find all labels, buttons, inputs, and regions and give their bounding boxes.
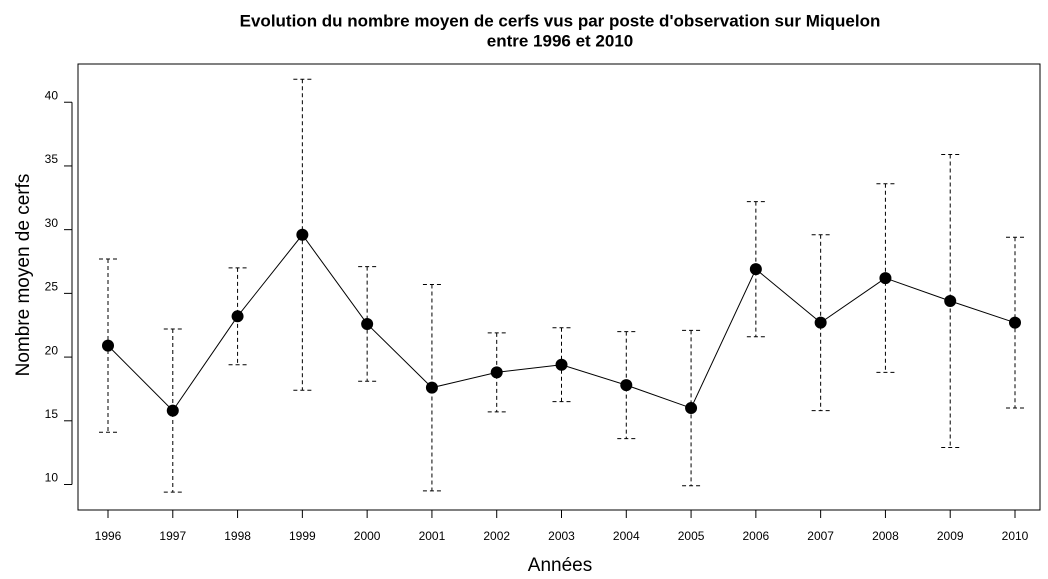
x-tick-label: 1997 bbox=[159, 529, 186, 543]
x-tick-label: 2008 bbox=[872, 529, 899, 543]
plot-frame bbox=[77, 63, 1041, 511]
point bbox=[944, 295, 957, 308]
point bbox=[879, 272, 892, 285]
x-axis-label: Années bbox=[528, 555, 592, 576]
point bbox=[102, 339, 114, 352]
point bbox=[296, 228, 309, 241]
x-tick-label: 1999 bbox=[289, 529, 316, 543]
y-tick-label: 40 bbox=[45, 88, 59, 102]
x-tick-label: 2005 bbox=[678, 529, 705, 543]
point bbox=[685, 402, 698, 415]
x-tick-label: 2003 bbox=[548, 529, 575, 543]
y-tick-label: 30 bbox=[45, 216, 59, 230]
y-tick-label: 20 bbox=[45, 343, 59, 357]
x-tick-label: 2010 bbox=[1002, 529, 1029, 543]
x-tick-label: 2000 bbox=[354, 529, 381, 543]
x-tick-label: 2007 bbox=[807, 529, 834, 543]
x-tick-label: 1998 bbox=[224, 529, 251, 543]
point bbox=[749, 263, 762, 276]
y-tick-label: 25 bbox=[45, 280, 59, 294]
y-tick-label: 10 bbox=[45, 471, 59, 485]
point bbox=[555, 358, 568, 371]
point bbox=[620, 379, 633, 392]
chart-title: entre 1996 et 2010 bbox=[487, 31, 634, 50]
point bbox=[814, 316, 827, 329]
point bbox=[166, 404, 179, 417]
point bbox=[361, 317, 374, 330]
x-tick-label: 2006 bbox=[743, 529, 770, 543]
x-tick-label: 2002 bbox=[483, 529, 510, 543]
x-tick-label: 2001 bbox=[419, 529, 446, 543]
point bbox=[490, 366, 503, 379]
x-tick-label: 2004 bbox=[613, 529, 640, 543]
y-axis-label: Nombre moyen de cerfs bbox=[13, 174, 34, 377]
x-tick-label: 1996 bbox=[95, 529, 122, 543]
point bbox=[1009, 316, 1021, 329]
x-tick-label: 2009 bbox=[937, 529, 964, 543]
chart-title: Evolution du nombre moyen de cerfs vus p… bbox=[240, 11, 881, 30]
y-tick-label: 15 bbox=[45, 407, 59, 421]
point bbox=[425, 381, 438, 394]
y-tick-label: 35 bbox=[45, 152, 59, 166]
point bbox=[231, 310, 244, 323]
